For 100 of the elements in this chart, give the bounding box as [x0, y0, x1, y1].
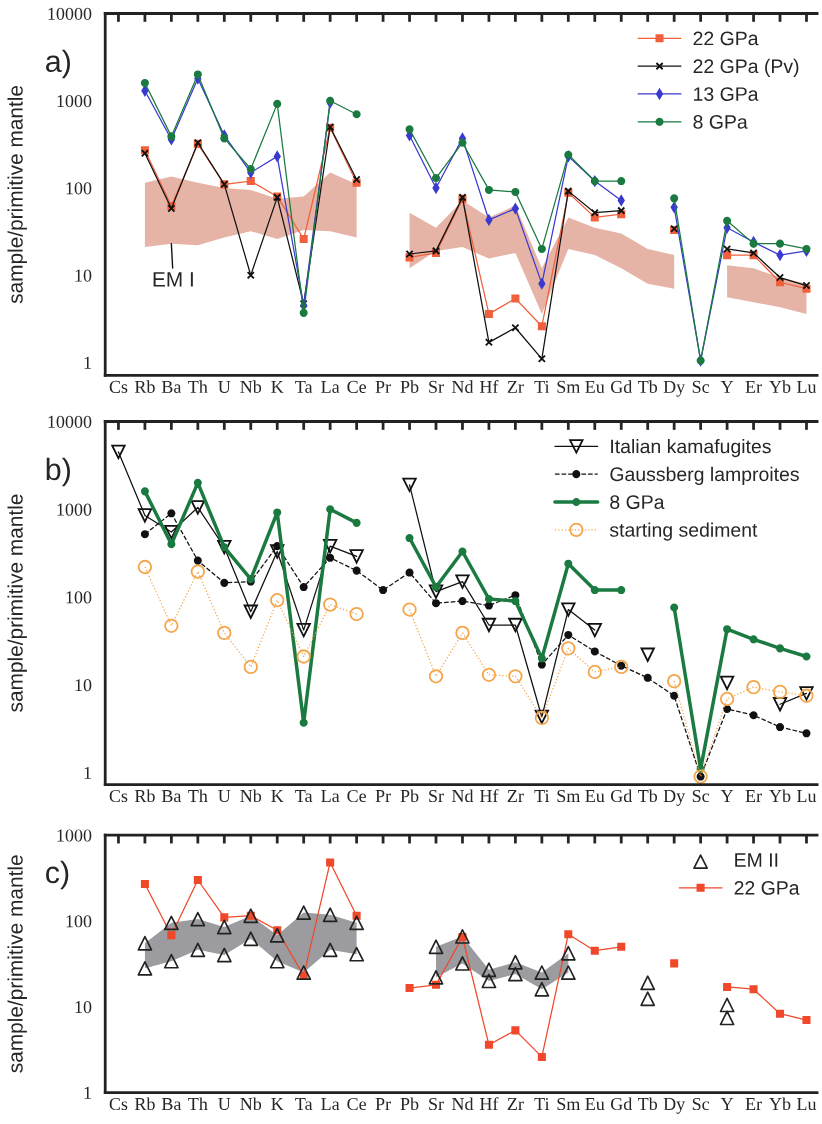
- x-tick-label: Ti: [534, 380, 550, 393]
- x-tick-label: Hf: [479, 380, 499, 393]
- x-tick-label: Ce: [347, 380, 367, 393]
- x-tick-label: K: [271, 790, 284, 802]
- text: c): [46, 860, 69, 890]
- x-tick-label: Tb: [638, 789, 658, 803]
- x-tick-label: Gd: [610, 789, 633, 803]
- x-tick-label: K: [271, 380, 284, 393]
- legend-label: Italian kamafugites: [611, 439, 771, 458]
- x-tick-label: Nd: [451, 1097, 474, 1111]
- x-tick-label: Ba: [161, 1098, 182, 1111]
- x-tick-label: Er: [745, 1098, 762, 1110]
- x-tick-label: Cs: [109, 380, 128, 393]
- y-tick-label: 10: [75, 269, 92, 282]
- x-tick-label: Eu: [585, 790, 605, 803]
- legend-label: Gaussberg lamproites: [610, 466, 799, 485]
- x-tick-label: Ce: [347, 1097, 367, 1111]
- legend-label: 8 GPa: [610, 495, 665, 509]
- y-tick-label: 100: [66, 591, 92, 604]
- x-tick-label: Sm: [557, 789, 581, 803]
- x-tick-label: Rb: [134, 1097, 155, 1111]
- x-tick-label: Rb: [134, 789, 155, 803]
- text: b): [46, 457, 70, 487]
- x-tick-label: La: [321, 790, 340, 803]
- x-tick-label: Sr: [429, 380, 444, 393]
- x-tick-label: Eu: [585, 1098, 605, 1111]
- x-tick-label: Cs: [109, 789, 128, 803]
- x-tick-label: Zr: [507, 1098, 524, 1110]
- x-tick-label: Zr: [507, 380, 524, 393]
- legend-label: starting sediment: [609, 522, 758, 541]
- x-tick-label: Yb: [769, 380, 791, 393]
- legend-label: EM II: [735, 853, 778, 867]
- x-tick-label: Lu: [796, 1098, 817, 1111]
- x-tick-label: Sm: [557, 1097, 581, 1111]
- x-tick-label: Rb: [134, 380, 155, 393]
- x-tick-label: Nb: [240, 1097, 262, 1111]
- y-axis-title: sample/primitive mantle: [7, 494, 27, 712]
- y-tick-label: 1000: [57, 503, 92, 516]
- x-tick-label: Sc: [692, 789, 710, 803]
- x-tick-label: Ba: [161, 790, 182, 803]
- x-tick-label: Zr: [507, 790, 524, 802]
- x-tick-label: U: [218, 380, 231, 393]
- x-tick-label: Er: [745, 380, 762, 393]
- x-tick-label: Ba: [161, 380, 182, 393]
- y-tick-label: 10: [75, 1000, 92, 1014]
- x-tick-label: Pb: [400, 1097, 419, 1111]
- x-tick-label: Th: [188, 1097, 208, 1110]
- x-tick-label: Ti: [534, 1097, 550, 1110]
- legend-label: 13 GPa: [694, 87, 759, 101]
- x-tick-label: Dy: [663, 790, 686, 806]
- x-tick-label: Y: [720, 1098, 734, 1110]
- y-tick-label: 1000: [57, 94, 92, 108]
- x-tick-label: Hf: [479, 1097, 499, 1110]
- x-tick-label: Er: [745, 790, 762, 802]
- x-tick-label: Gd: [610, 380, 633, 393]
- x-tick-label: Sc: [692, 1097, 710, 1111]
- x-tick-label: Hf: [479, 789, 499, 802]
- x-tick-label: K: [271, 1098, 284, 1110]
- y-axis-title: sample/primitive mantle: [7, 855, 27, 1073]
- x-tick-label: Pb: [400, 380, 419, 393]
- legend-label: 22 GPa (Pv): [693, 58, 799, 77]
- y-axis-title: sample/primitive mantle: [7, 85, 27, 304]
- legend-label: 22 GPa: [693, 31, 759, 46]
- x-tick-label: Ce: [347, 789, 367, 803]
- text: a): [46, 49, 70, 79]
- x-tick-label: Nb: [240, 380, 262, 393]
- y-tick-label: 1000: [57, 829, 92, 842]
- x-tick-label: Pr: [375, 380, 391, 393]
- x-tick-label: Sc: [692, 380, 710, 393]
- y-tick-label: 1: [84, 1086, 91, 1099]
- x-tick-label: Yb: [769, 789, 791, 803]
- x-tick-label: Yb: [769, 1097, 791, 1111]
- x-tick-label: Eu: [585, 380, 605, 393]
- x-tick-label: U: [218, 1098, 231, 1111]
- x-tick-label: Lu: [796, 790, 817, 803]
- legend-label: 8 GPa: [693, 115, 748, 129]
- x-tick-label: Ta: [295, 790, 313, 803]
- x-tick-label: Dy: [663, 1098, 686, 1114]
- y-tick-label: 10: [75, 679, 92, 692]
- x-tick-label: Ta: [295, 1098, 313, 1111]
- x-tick-label: Nb: [240, 789, 262, 803]
- x-tick-label: La: [321, 1098, 340, 1111]
- x-tick-label: Cs: [109, 1097, 128, 1111]
- x-tick-label: Th: [188, 789, 208, 802]
- x-tick-label: Sm: [557, 380, 581, 393]
- y-tick-label: 1: [84, 356, 91, 369]
- x-tick-label: U: [218, 790, 231, 803]
- x-tick-label: Th: [188, 380, 208, 393]
- x-tick-label: Tb: [638, 1097, 658, 1111]
- x-tick-label: Y: [720, 380, 734, 393]
- x-tick-label: Pb: [400, 789, 419, 803]
- x-tick-label: Nd: [451, 789, 474, 803]
- x-tick-label: Ta: [295, 380, 313, 393]
- annotation: EM I: [153, 272, 193, 287]
- x-tick-label: La: [321, 380, 340, 393]
- x-tick-label: Sr: [429, 789, 444, 803]
- y-tick-label: 100: [66, 915, 92, 928]
- x-tick-label: Nd: [451, 380, 474, 393]
- legend-label: 22 GPa: [734, 880, 800, 895]
- x-tick-label: Gd: [610, 1097, 633, 1111]
